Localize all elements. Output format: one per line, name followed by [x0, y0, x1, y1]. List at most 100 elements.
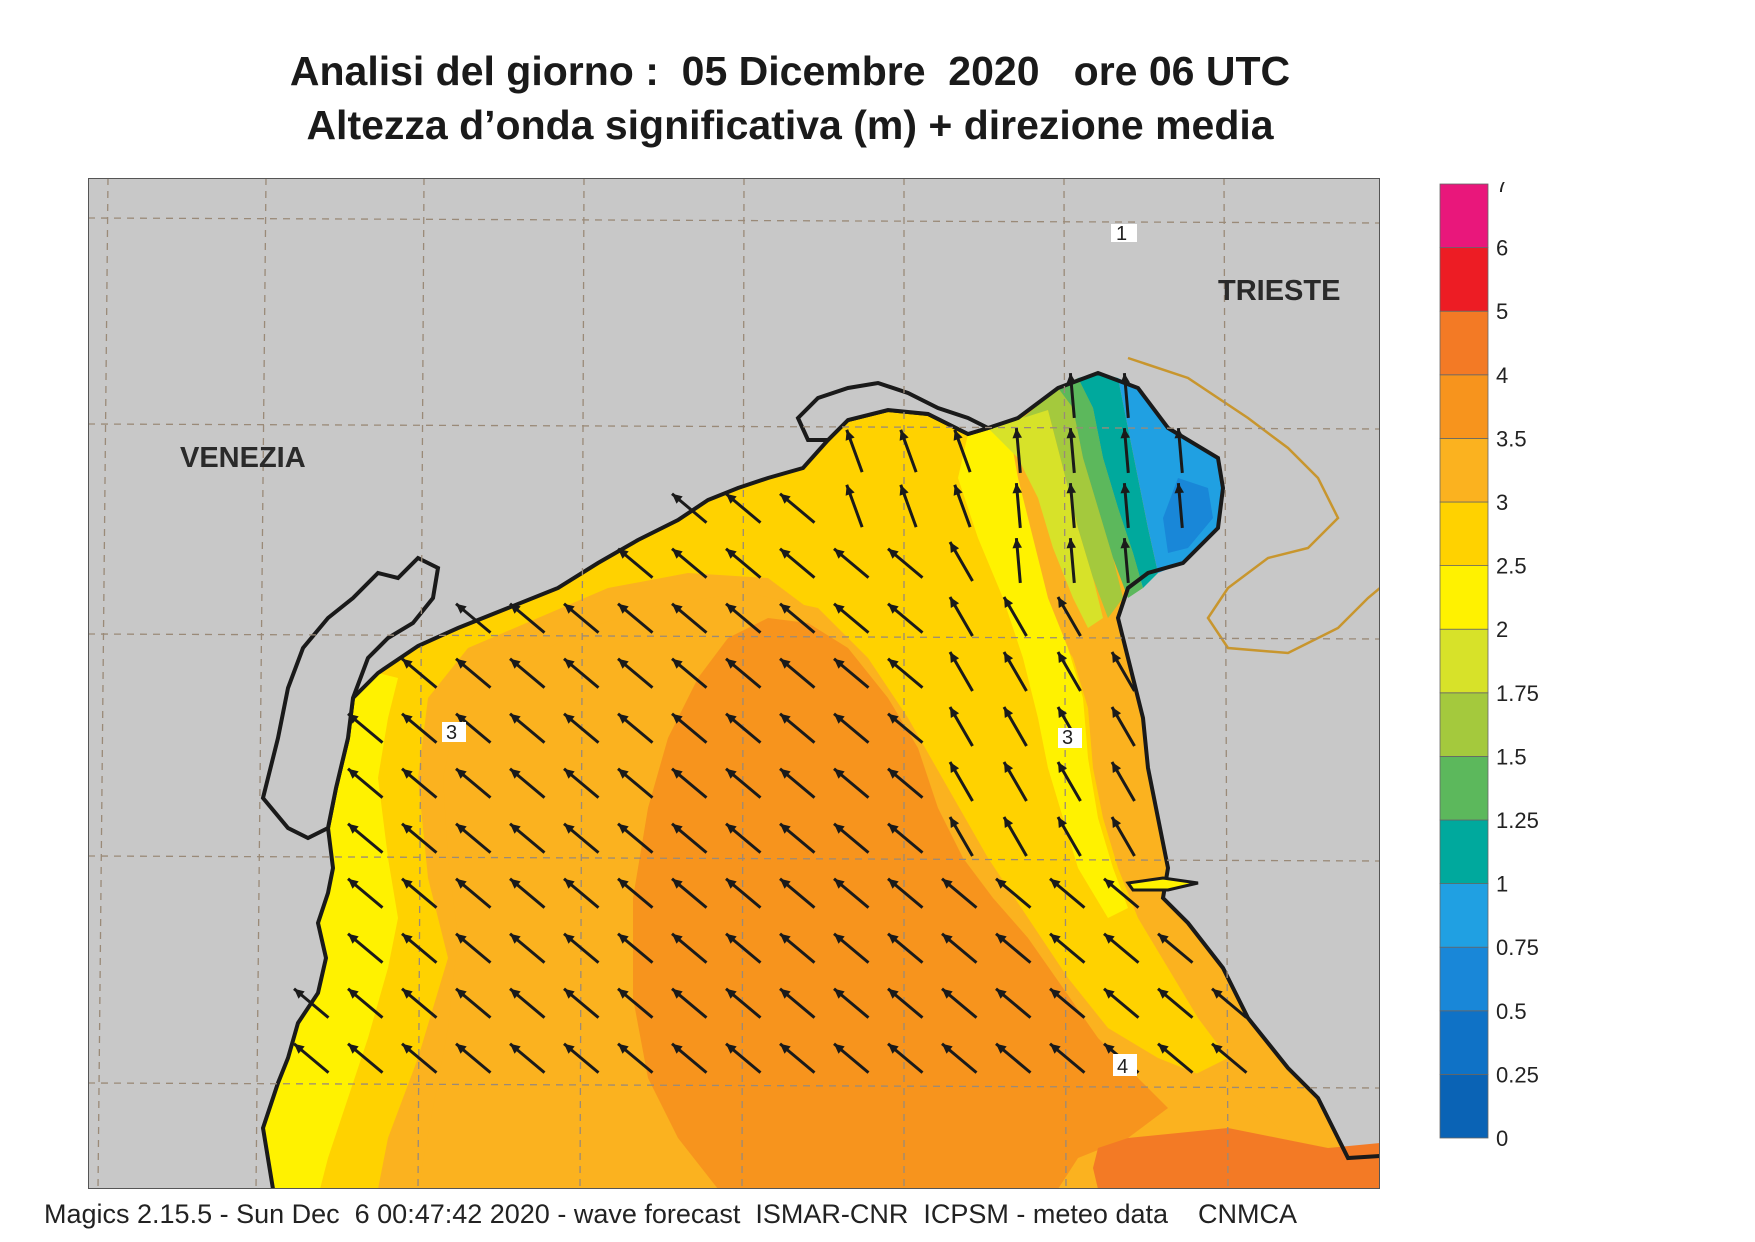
direction-arrow-head [672, 988, 683, 999]
direction-arrow-head [1050, 988, 1061, 999]
direction-arrow-head [1174, 483, 1185, 494]
direction-arrow-head [726, 603, 737, 614]
direction-arrow-head [510, 658, 521, 669]
direction-arrow-head [510, 768, 521, 779]
direction-arrow-head [1212, 988, 1223, 999]
contour-label: 3 [446, 722, 457, 744]
wave-band-2-5 [263, 410, 1228, 1189]
colorbar-tick-label: 0.75 [1496, 935, 1539, 960]
direction-arrow-head [1104, 878, 1115, 889]
direction-arrow-head [402, 768, 413, 779]
direction-arrow-head [834, 548, 845, 559]
direction-arrow-head [456, 988, 467, 999]
direction-arrow-head [942, 988, 953, 999]
direction-arrow-head [348, 988, 359, 999]
direction-arrow-head [996, 933, 1007, 944]
direction-arrow-head [402, 933, 413, 944]
direction-arrow-head [888, 933, 899, 944]
direction-arrow-head [402, 658, 413, 669]
direction-arrow-head [564, 603, 575, 614]
direction-arrow-head [1112, 817, 1122, 828]
direction-arrow-head [1104, 988, 1115, 999]
direction-arrow-head [950, 817, 960, 828]
direction-arrow-head [1120, 428, 1131, 439]
direction-arrow-head [726, 548, 737, 559]
direction-arrow-head [456, 768, 467, 779]
direction-arrow-head [780, 1043, 791, 1054]
direction-arrow-head [618, 603, 629, 614]
contour-label: 3 [1062, 727, 1073, 749]
direction-arrow-head [780, 493, 791, 504]
colorbar-box [1439, 501, 1489, 566]
direction-arrow-head [402, 1043, 413, 1054]
colorbar-box [1439, 1010, 1489, 1075]
direction-arrow-head [348, 713, 359, 724]
direction-arrow-head [672, 933, 683, 944]
direction-arrow-head [618, 768, 629, 779]
direction-arrow-head [1174, 428, 1185, 439]
colorbar-tick-label: 1.5 [1496, 744, 1527, 769]
wave-band-1 [1078, 373, 1158, 588]
colorbar-tick-label: 3 [1496, 490, 1508, 515]
colorbar-tick-label: 2.5 [1496, 554, 1527, 579]
direction-arrow-head [1104, 933, 1115, 944]
direction-arrow-head [402, 988, 413, 999]
direction-arrow-head [564, 1043, 575, 1054]
colorbar-box [1439, 692, 1489, 757]
direction-arrow-head [950, 542, 960, 553]
direction-arrow-head [888, 658, 899, 669]
direction-arrow-head [780, 658, 791, 669]
direction-arrow-head [888, 1043, 899, 1054]
direction-arrow-head [510, 933, 521, 944]
direction-arrow-head [1120, 373, 1131, 384]
coastline-north [351, 370, 1380, 1161]
direction-arrow-head [1004, 762, 1014, 773]
direction-arrow-head [1112, 707, 1122, 718]
colorbar-boxes [1439, 183, 1489, 1139]
contour-label: 4 [1117, 1056, 1128, 1078]
city-label-trieste: TRIESTE [1218, 275, 1340, 307]
direction-arrow-head [1066, 483, 1077, 494]
direction-arrow-head [845, 484, 855, 496]
direction-arrow-head [726, 878, 737, 889]
direction-arrow-head [1004, 817, 1014, 828]
direction-arrow-head [726, 768, 737, 779]
direction-arrow-head [888, 823, 899, 834]
direction-arrow-head [1212, 1043, 1223, 1054]
direction-arrow-head [672, 603, 683, 614]
direction-arrow-head [1066, 538, 1077, 549]
direction-arrow-head [1004, 707, 1014, 718]
direction-arrow-head [672, 713, 683, 724]
direction-arrow-head [888, 713, 899, 724]
colorbar-tick-label: 1 [1496, 872, 1508, 897]
colorbar-box [1439, 819, 1489, 884]
direction-arrow-head [726, 658, 737, 669]
direction-arrow-head [618, 713, 629, 724]
wave-band-2-west [263, 673, 398, 1189]
colorbar-tick-label: 5 [1496, 299, 1508, 324]
colorbar-tick-label: 2 [1496, 617, 1508, 642]
colorbar-tick-label: 6 [1496, 236, 1508, 261]
colorbar-tick-label: 1.75 [1496, 681, 1539, 706]
direction-arrow-head [618, 988, 629, 999]
direction-arrow-head [1066, 373, 1077, 384]
direction-arrow-head [834, 1043, 845, 1054]
direction-arrow-head [294, 988, 305, 999]
colorbar-box [1439, 565, 1489, 630]
direction-arrow-head [726, 1043, 737, 1054]
direction-arrow-head [834, 933, 845, 944]
small-peninsula [1125, 876, 1199, 892]
direction-arrow-head [1120, 483, 1131, 494]
direction-arrow-head [672, 658, 683, 669]
direction-arrow-head [950, 652, 960, 663]
direction-arrow-head [953, 484, 963, 496]
direction-arrow-head [942, 1043, 953, 1054]
direction-arrow-head [726, 933, 737, 944]
direction-arrow-head [348, 823, 359, 834]
direction-arrow-head [402, 713, 413, 724]
direction-arrow-head [456, 878, 467, 889]
direction-arrow-head [1158, 1043, 1169, 1054]
direction-arrow-head [402, 878, 413, 889]
direction-arrow-head [348, 933, 359, 944]
colorbar-ticks: 0 0.25 0.5 0.75 1 1.25 1.5 1.75 2 2.5 3 … [1496, 182, 1539, 1151]
